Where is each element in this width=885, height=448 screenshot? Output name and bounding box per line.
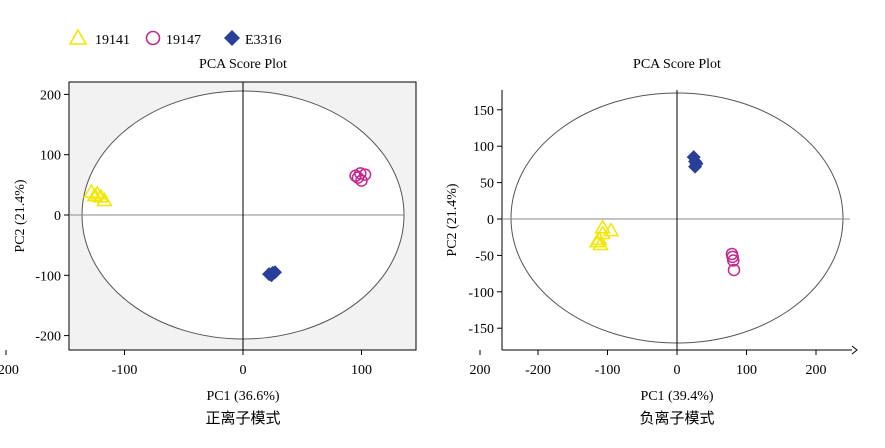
data-point-19141	[594, 219, 611, 234]
y-axis-ticks: -150 -100 -50 0 50 100 150	[468, 104, 502, 337]
y-tick-label: -100	[468, 286, 494, 301]
x-axis-label: PC1 (39.4%)	[640, 389, 713, 404]
data-point-19141	[592, 235, 609, 251]
x-tick-label: 0	[240, 363, 247, 378]
y-tick-label: 50	[480, 177, 494, 192]
y-tick-label: 0	[487, 213, 494, 228]
pca-plot-negative-mode: PCA Score Plot -150 -100 -50 0 50 100 150 -200…	[445, 57, 858, 427]
data-point-e3316	[688, 159, 703, 174]
data-point-19141	[602, 222, 620, 237]
y-tick-label: 200	[40, 88, 61, 103]
y-axis-label: PC2 (21.4%)	[445, 183, 460, 256]
data-point-19147	[727, 254, 740, 267]
y-tick-label: 100	[473, 140, 494, 155]
legend-label: 19147	[166, 33, 201, 48]
mode-caption: 正离子模式	[205, 410, 280, 427]
legend-item-e3316: E3316	[224, 30, 282, 48]
x-tick-label: 0	[674, 363, 681, 378]
data-point-19147	[355, 174, 368, 187]
y-tick-label: -200	[35, 330, 61, 345]
x-tick-label: -100	[112, 363, 138, 378]
data-point-19141	[88, 185, 106, 200]
legend-label: E3316	[245, 33, 282, 48]
data-point-19147	[351, 171, 365, 184]
legend: 19141 19147 E3316	[68, 28, 282, 48]
data-point-19141	[588, 233, 606, 248]
data-points	[588, 150, 741, 277]
pca-plot-positive-mode: PCA Score Plot -200 -100 0 100 200 -200 -100 0…	[0, 57, 491, 427]
x-tick-label: 200	[806, 363, 827, 378]
x-tick-label: -200	[0, 363, 19, 378]
data-point-e3316	[264, 268, 279, 283]
y-tick-label: -150	[468, 322, 494, 337]
legend-item-19141: 19141	[68, 28, 130, 48]
legend-label: 19141	[95, 33, 130, 48]
data-points	[83, 167, 372, 283]
x-axis-ticks: -200 -100 0 100 200	[525, 350, 827, 378]
data-point-19141	[96, 192, 113, 207]
data-point-19147	[358, 168, 372, 181]
x-axis-arrow-icon	[851, 345, 858, 355]
legend-triangle-marker	[68, 28, 88, 45]
x-axis-label: PC1 (36.6%)	[206, 389, 279, 404]
y-tick-label: 0	[54, 209, 61, 224]
legend-circle-marker	[145, 30, 161, 46]
chart-title: PCA Score Plot	[633, 57, 721, 72]
mode-caption: 负离子模式	[639, 410, 714, 427]
legend-diamond-marker	[224, 30, 240, 46]
x-tick-label: 200	[470, 363, 491, 378]
data-point-19147	[727, 263, 741, 277]
y-tick-label: 150	[473, 104, 494, 119]
x-tick-label: 100	[736, 363, 757, 378]
legend-item-19147: 19147	[145, 30, 201, 48]
y-axis-label: PC2 (21.4%)	[13, 179, 28, 252]
y-axis-ticks: -200 -100 0 100 200	[35, 88, 69, 345]
y-tick-label: 100	[40, 149, 61, 164]
y-tick-label: -100	[35, 269, 61, 284]
x-axis-ticks: -200 -100 0 100 200	[0, 350, 491, 378]
y-tick-label: -50	[475, 249, 494, 264]
x-tick-label: 100	[351, 363, 372, 378]
data-point-19141	[92, 188, 110, 203]
chart-title: PCA Score Plot	[199, 57, 287, 72]
x-tick-label: -100	[595, 363, 621, 378]
x-tick-label: -200	[525, 363, 551, 378]
